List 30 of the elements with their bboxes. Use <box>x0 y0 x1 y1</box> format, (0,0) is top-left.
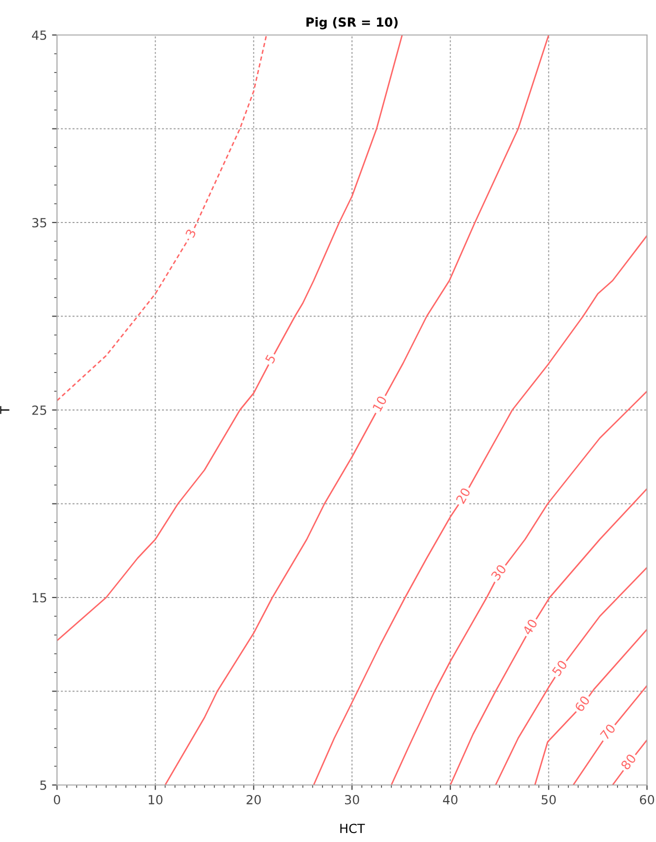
y-tick-label: 25 <box>32 405 46 415</box>
annotation: 40 <box>522 618 538 636</box>
x-tick-label: 30 <box>345 794 360 804</box>
line-series <box>57 35 403 642</box>
annotation: 70 <box>600 723 616 740</box>
y-tick-label: 15 <box>32 593 46 602</box>
line-series <box>390 390 647 785</box>
annotation: 60 <box>574 695 590 712</box>
chart-title: Pig (SR = 10) <box>306 17 398 30</box>
x-tick-label: 0 <box>54 794 60 804</box>
y-tick-label: 35 <box>32 218 46 228</box>
line-series <box>164 35 550 785</box>
x-tick-label: 20 <box>246 794 261 804</box>
x-axis-title: HCT <box>340 824 365 834</box>
annotation: 10 <box>372 395 388 412</box>
y-tick-label: 45 <box>32 30 46 40</box>
annotation: 30 <box>490 564 507 581</box>
y-tick-label: 5 <box>40 780 46 790</box>
annotation: 20 <box>456 487 471 504</box>
x-tick-label: 50 <box>542 794 556 804</box>
annotation: 50 <box>552 660 568 677</box>
annotation: 3 <box>185 228 196 238</box>
y-axis-title: T <box>0 406 10 414</box>
x-tick-label: 10 <box>148 794 162 804</box>
x-tick-label: 40 <box>442 794 458 804</box>
annotation: 5 <box>264 354 276 364</box>
annotation: 80 <box>620 753 637 770</box>
line-series <box>312 234 647 785</box>
line-series <box>450 488 647 785</box>
x-tick-label: 60 <box>640 794 654 804</box>
